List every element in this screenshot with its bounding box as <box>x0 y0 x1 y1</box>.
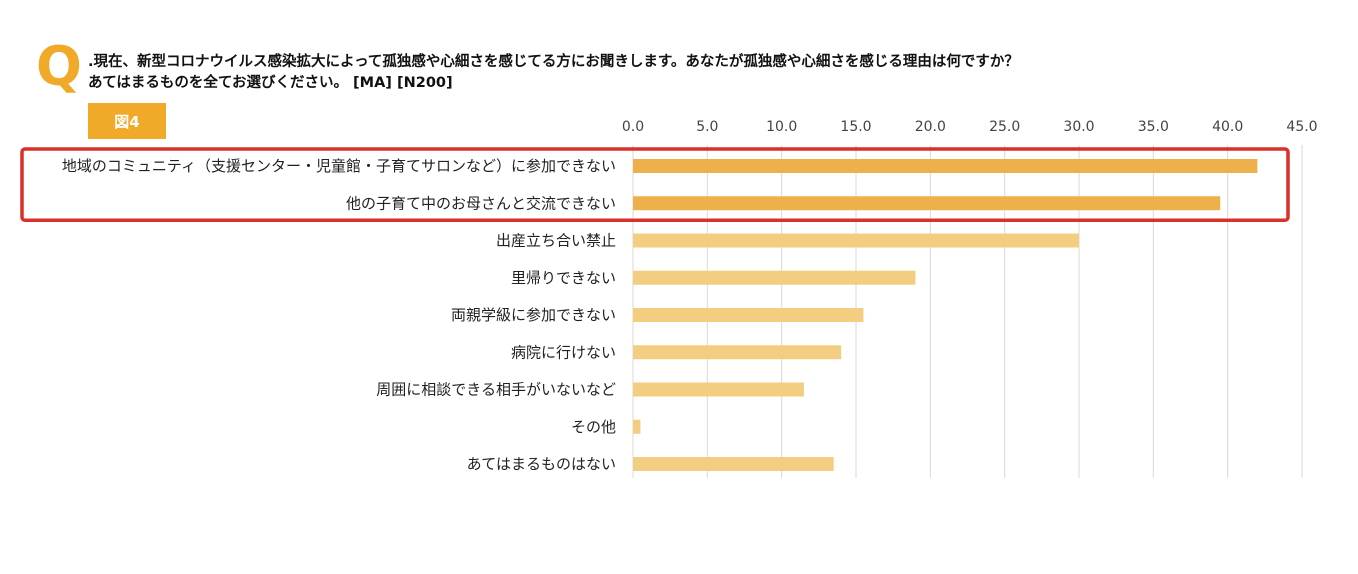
figure-label: 図4 <box>88 103 166 139</box>
category-label: その他 <box>571 418 616 436</box>
bar <box>633 457 834 471</box>
question-text: .現在、新型コロナウイルス感染拡大によって孤独感や心細さを感じてる方にお聞きしま… <box>88 52 1019 94</box>
category-label: 里帰りできない <box>511 269 616 287</box>
bar <box>633 233 1079 248</box>
category-label: 両親学級に参加できない <box>451 306 616 324</box>
category-label: 周囲に相談できる相手がいないなど <box>376 381 616 399</box>
question-line-2: あてはまるものを全てお選びください。 [MA] [N200] <box>88 75 453 91</box>
question-line-1: .現在、新型コロナウイルス感染拡大によって孤独感や心細さを感じてる方にお聞きしま… <box>88 54 1019 70</box>
category-label: 出産立ち合い禁止 <box>496 232 616 250</box>
category-label: 病院に行けない <box>511 343 616 361</box>
bar <box>633 159 1258 173</box>
q-mark-icon: Q <box>36 35 82 98</box>
x-tick-label: 10.0 <box>766 119 797 135</box>
highlight-box <box>20 147 1290 222</box>
category-label: あてはまるものはない <box>467 455 616 473</box>
bar <box>633 308 864 322</box>
bar <box>633 382 804 397</box>
x-tick-label: 40.0 <box>1212 119 1243 135</box>
bar <box>633 419 641 434</box>
category-label: 地域のコミュニティ（支援センター・児童館・子育てサロンなど）に参加できない <box>62 157 616 175</box>
x-tick-label: 35.0 <box>1138 119 1169 135</box>
bar <box>633 270 916 285</box>
x-tick-label: 25.0 <box>989 119 1020 135</box>
bar <box>633 345 842 360</box>
x-tick-label: 15.0 <box>840 119 871 135</box>
category-label: 他の子育て中のお母さんと交流できない <box>346 194 616 212</box>
bar <box>633 196 1221 211</box>
x-tick-label: 5.0 <box>696 119 718 135</box>
x-tick-label: 20.0 <box>915 119 946 135</box>
x-tick-label: 45.0 <box>1286 119 1317 135</box>
x-tick-label: 30.0 <box>1063 119 1094 135</box>
x-tick-label: 0.0 <box>622 119 644 135</box>
